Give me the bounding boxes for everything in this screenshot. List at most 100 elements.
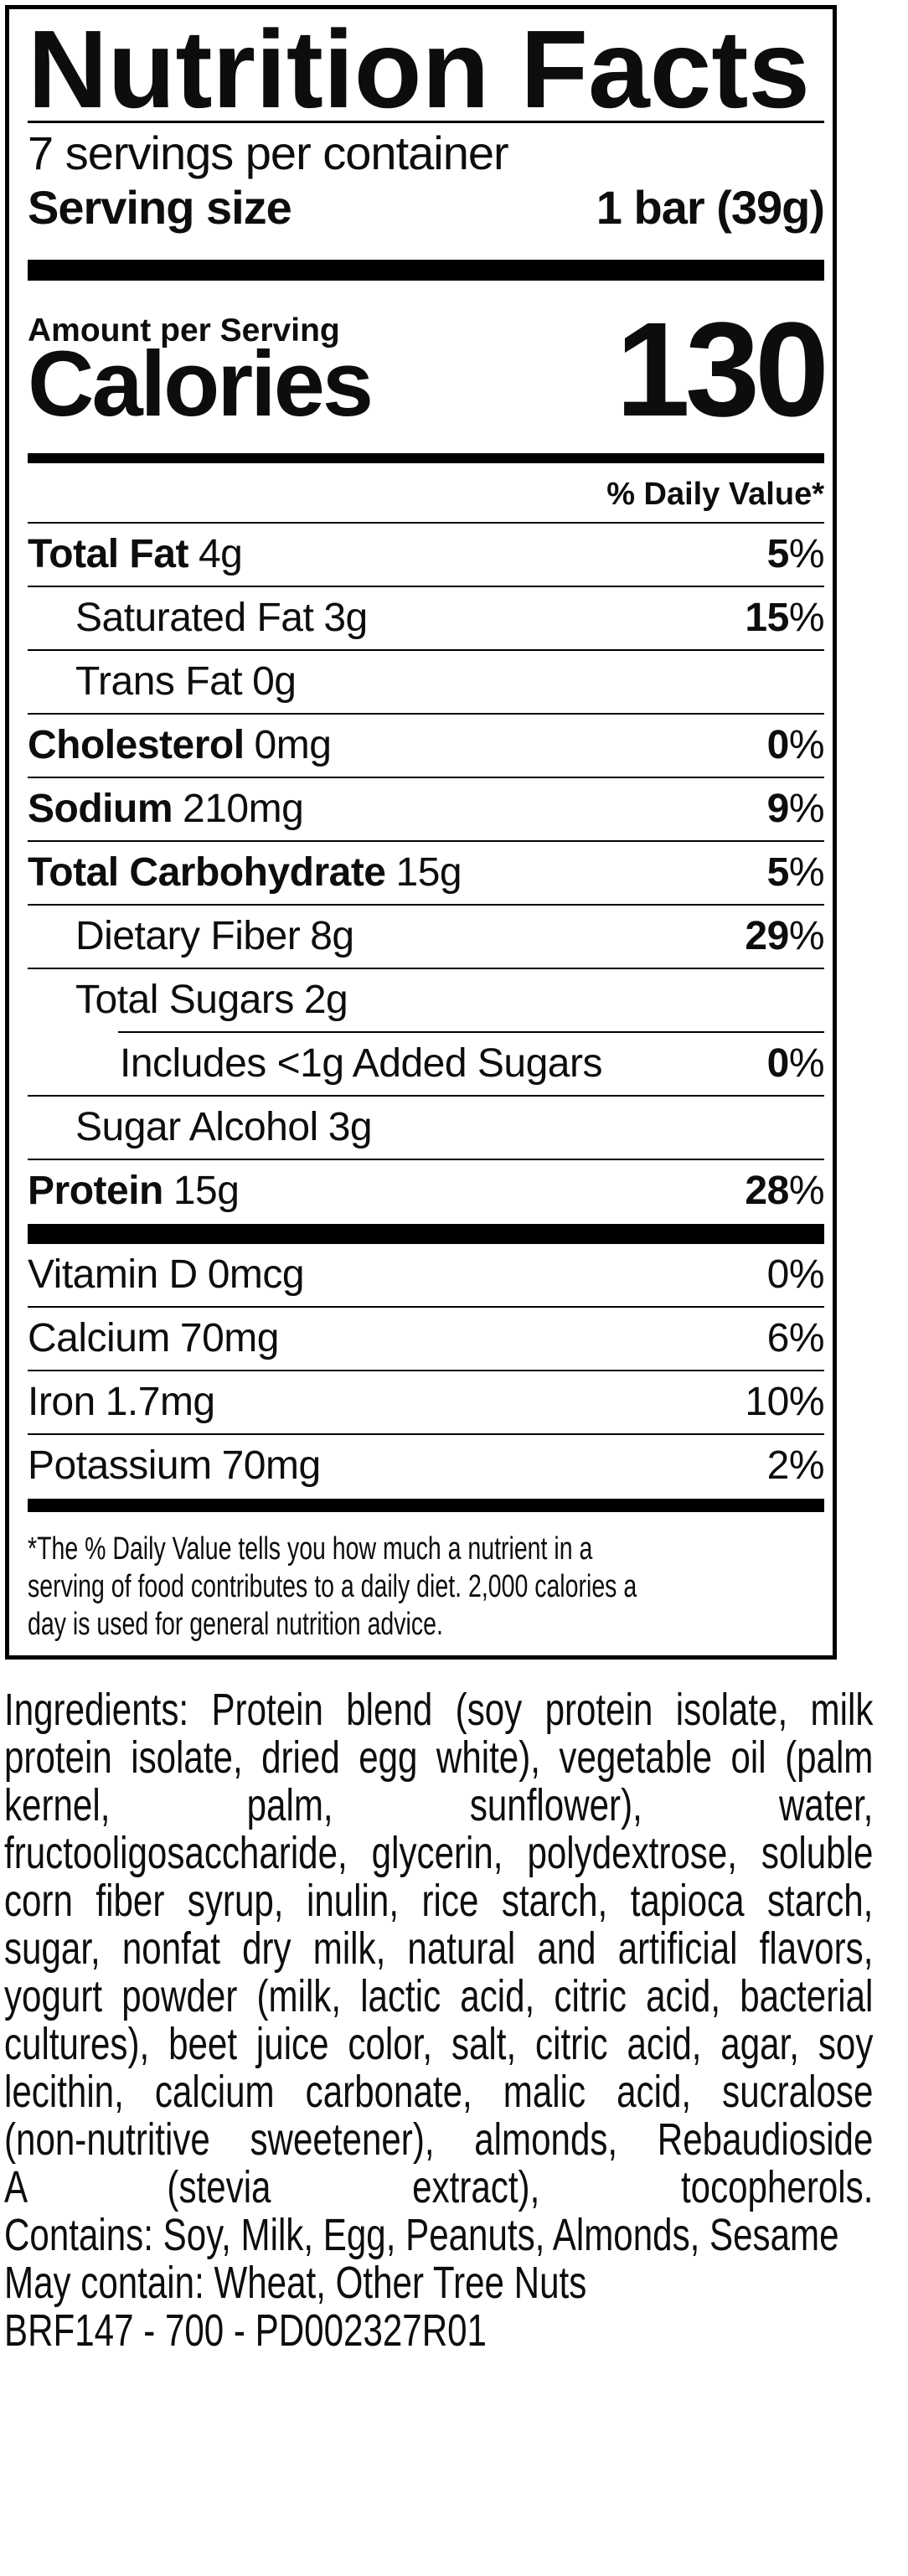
thick-divider-bar — [28, 1224, 824, 1244]
ingredients-block: Ingredients: Protein blend (soy protein … — [4, 1686, 873, 2355]
calories-label: Calories — [28, 333, 374, 436]
amount-per-serving-label: Amount per Serving — [28, 312, 340, 348]
nutrient-amount: 8g — [310, 914, 354, 958]
nutrient-name: Potassium — [28, 1443, 212, 1488]
daily-value: 6% — [766, 1316, 825, 1360]
nutrient-name: Vitamin D — [28, 1252, 198, 1297]
row-divider — [28, 840, 824, 842]
nutrient-amount: 210mg — [183, 787, 304, 831]
footnote-line: day is used for general nutrition advice… — [28, 1607, 443, 1642]
daily-value: 9% — [766, 787, 825, 831]
nutrient-name: Includes <1g Added Sugars — [120, 1041, 602, 1086]
serving-size-value: 1 bar (39g) — [596, 181, 825, 234]
nutrition-label-page: Nutrition Facts 7 servings per container… — [0, 5, 908, 2576]
nutrient-name: Total Carbohydrate — [28, 850, 386, 895]
vitamin-row-potassium: Potassium 70mg 2% — [28, 1435, 825, 1497]
nutrient-amount: 2g — [303, 978, 348, 1022]
serving-size-row: Serving size 1 bar (39g) — [28, 181, 825, 234]
daily-value: 0% — [766, 1041, 825, 1086]
nutrient-name: Trans Fat — [75, 659, 243, 704]
ingredients-line: lecithin, calcium carbonate, malic acid,… — [4, 2067, 874, 2117]
daily-value: 29% — [745, 914, 824, 958]
row-divider — [28, 1370, 824, 1371]
nutrient-name: Sodium — [28, 787, 173, 831]
row-divider — [28, 1095, 824, 1097]
serving-size-label: Serving size — [28, 181, 292, 234]
nutrient-amount: 0mg — [254, 723, 332, 767]
nutrient-amount: 15g — [173, 1169, 240, 1213]
nutrient-row-sugar-alcohol: Sugar Alcohol 3g — [28, 1097, 824, 1159]
daily-value: 5% — [766, 850, 825, 895]
nutrition-facts-title-text: Nutrition Facts — [28, 21, 810, 116]
ingredients-line: kernel, palm, sunflower), water, — [4, 1780, 874, 1830]
calories-value: 130 — [616, 294, 829, 444]
row-divider — [28, 1159, 824, 1160]
ingredients-line: yogurt powder (milk, lactic acid, citric… — [4, 1971, 874, 2021]
nutrition-facts-panel: Nutrition Facts 7 servings per container… — [5, 5, 837, 1660]
row-divider — [28, 522, 824, 524]
footnote-line: *The % Daily Value tells you how much a … — [28, 1531, 593, 1567]
nutrient-amount: 70mg — [179, 1316, 280, 1360]
daily-value-footnote: *The % Daily Value tells you how much a … — [28, 1531, 782, 1644]
thick-divider-bar — [28, 260, 824, 281]
ingredients-line: sugar, nonfat dry milk, natural and arti… — [4, 1923, 874, 1974]
nutrient-amount: 3g — [323, 596, 368, 640]
nutrient-row-protein: Protein 15g 28% — [28, 1160, 825, 1222]
row-divider — [28, 1306, 824, 1308]
nutrient-row-total-sugars: Total Sugars 2g — [28, 969, 824, 1031]
nutrient-name: Sugar Alcohol — [75, 1105, 318, 1149]
nutrient-row-sodium: Sodium 210mg 9% — [28, 778, 825, 840]
nutrient-name: Iron — [28, 1380, 95, 1424]
ingredients-line: A (stevia extract), tocopherols. — [4, 2162, 874, 2212]
ingredients-line: Ingredients: Protein blend (soy protein … — [4, 1685, 874, 1735]
daily-value: 0% — [766, 723, 825, 767]
row-divider — [28, 649, 824, 651]
thick-divider-bar — [28, 1499, 824, 1512]
nutrient-amount: 70mg — [221, 1443, 322, 1488]
vitamin-row-vitamin-d: Vitamin D 0mcg 0% — [28, 1244, 825, 1306]
lot-code: BRF147 - 700 - PD002327R01 — [4, 2305, 487, 2356]
nutrient-amount: 4g — [198, 532, 243, 576]
nutrient-name: Cholesterol — [28, 723, 245, 767]
ingredients-line: fructooligosaccharide, glycerin, polydex… — [4, 1828, 874, 1878]
ingredients-line: cultures), beet juice color, salt, citri… — [4, 2019, 874, 2069]
row-divider — [28, 968, 824, 969]
nutrient-name: Total Sugars — [75, 978, 294, 1022]
nutrient-row-added-sugars: Includes <1g Added Sugars 0% — [28, 1033, 825, 1095]
row-divider-indented — [118, 1031, 824, 1033]
nutrient-name: Dietary Fiber — [75, 914, 301, 958]
row-divider — [28, 777, 824, 778]
daily-value: 5% — [766, 532, 825, 576]
nutrient-row-dietary-fiber: Dietary Fiber 8g 29% — [28, 906, 825, 968]
row-divider — [28, 1433, 824, 1435]
nutrient-name: Saturated Fat — [75, 596, 314, 640]
contains-statement: Contains: Soy, Milk, Egg, Peanuts, Almon… — [4, 2210, 839, 2260]
title-divider — [28, 121, 824, 123]
nutrient-row-total-carbohydrate: Total Carbohydrate 15g 5% — [28, 842, 825, 904]
row-divider — [28, 586, 824, 587]
nutrient-amount: 0g — [252, 659, 297, 704]
nutrient-name: Protein — [28, 1169, 163, 1213]
daily-value: 10% — [745, 1380, 824, 1424]
row-divider — [28, 713, 824, 715]
nutrient-name: Total Fat — [28, 532, 188, 576]
daily-value: 15% — [745, 596, 824, 640]
below-label-text: Ingredients: Protein blend (soy protein … — [4, 1686, 908, 2355]
may-contain-statement: May contain: Wheat, Other Tree Nuts — [4, 2258, 587, 2308]
medium-divider-bar — [28, 453, 824, 463]
nutrient-amount: 0mcg — [207, 1252, 305, 1297]
ingredients-line: corn fiber syrup, inulin, rice starch, t… — [4, 1876, 874, 1926]
nutrient-amount: 3g — [328, 1105, 373, 1149]
daily-value-header: % Daily Value* — [606, 477, 824, 512]
daily-value: 0% — [766, 1252, 825, 1297]
daily-value: 2% — [766, 1443, 825, 1488]
nutrient-name: Calcium — [28, 1316, 170, 1360]
servings-per-container: 7 servings per container — [28, 126, 509, 179]
nutrient-amount: 15g — [395, 850, 462, 895]
ingredients-line: protein isolate, dried egg white), veget… — [4, 1732, 874, 1783]
daily-value: 28% — [745, 1169, 824, 1213]
vitamin-row-iron: Iron 1.7mg 10% — [28, 1371, 825, 1433]
row-divider — [28, 904, 824, 906]
vitamin-row-calcium: Calcium 70mg 6% — [28, 1308, 825, 1370]
nutrient-row-cholesterol: Cholesterol 0mg 0% — [28, 715, 825, 777]
